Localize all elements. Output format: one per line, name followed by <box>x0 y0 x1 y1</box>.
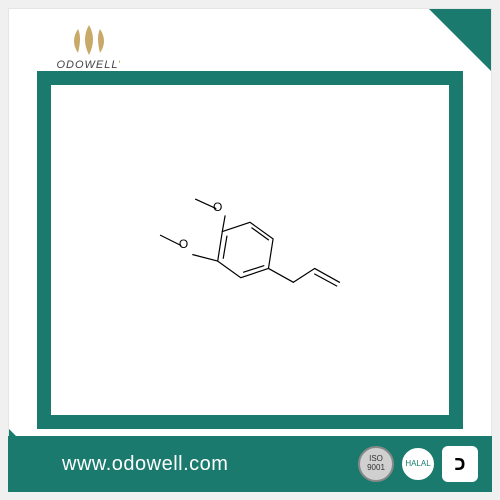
leaf-right <box>98 29 104 53</box>
allyl-3b <box>315 274 337 286</box>
halal-badge: HALAL <box>400 446 436 482</box>
leaf-center <box>85 25 93 55</box>
oxygen-label-2: O <box>179 237 188 251</box>
corner-accent-top <box>429 9 491 71</box>
website-url: www.odowell.com <box>62 453 228 476</box>
leaf-left <box>74 29 80 53</box>
methoxy-1-bond <box>222 216 225 232</box>
certification-badges: ISO 9001 HALAL כ <box>358 446 478 482</box>
kosher-badge-text: כ <box>454 453 465 475</box>
benzene-double-3 <box>223 236 227 258</box>
content-frame: O O <box>37 71 463 429</box>
halal-badge-text: HALAL <box>405 460 430 469</box>
kosher-badge: כ <box>442 446 478 482</box>
methoxy-2-bond <box>193 255 218 261</box>
iso-badge-text: ISO 9001 <box>367 455 385 473</box>
benzene-ring <box>218 222 273 277</box>
allyl-1 <box>268 268 293 282</box>
iso-badge: ISO 9001 <box>358 446 394 482</box>
brand-accent: ' <box>118 59 121 71</box>
footer: www.odowell.com ISO 9001 HALAL כ <box>8 436 492 492</box>
brand-name: ODOWELL <box>56 59 118 71</box>
logo-icon <box>68 23 110 57</box>
allyl-2 <box>293 268 314 282</box>
oxygen-label-1: O <box>213 200 222 214</box>
card: ODOWELL' 奥都薇尔 O O <box>8 8 492 492</box>
methoxy-2-ch3 <box>160 235 180 245</box>
chemical-structure-diagram: O O <box>130 160 370 340</box>
logo-brand-text: ODOWELL' <box>29 59 149 71</box>
